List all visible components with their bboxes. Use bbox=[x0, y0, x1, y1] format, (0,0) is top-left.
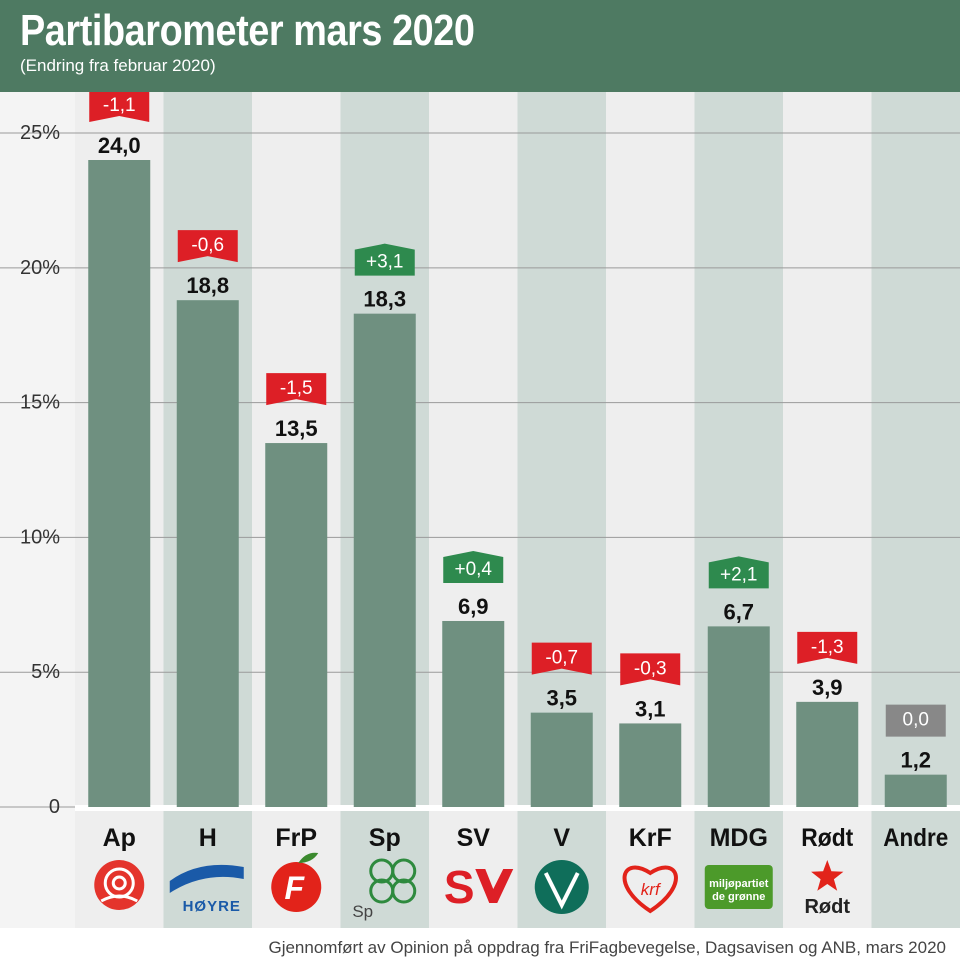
rodt-star-text: Rødt bbox=[804, 896, 850, 918]
bar bbox=[88, 160, 151, 807]
clover-logo-leaf bbox=[391, 878, 417, 904]
krf-heart-text: krf bbox=[641, 880, 662, 899]
change-badge bbox=[531, 642, 592, 675]
bar bbox=[530, 712, 593, 807]
change-badge bbox=[89, 92, 150, 122]
change-label: 0,0 bbox=[903, 710, 929, 731]
y-tick-label: 15% bbox=[20, 392, 60, 414]
value-label: 3,5 bbox=[546, 686, 577, 711]
venstre-logo-v bbox=[543, 872, 580, 910]
sv-logo-s: S bbox=[444, 861, 475, 913]
rodt-star-shape bbox=[811, 860, 844, 891]
value-label: 1,2 bbox=[900, 748, 931, 773]
rodt-star-logo-icon: Rødt bbox=[804, 860, 850, 918]
category-label: Ap bbox=[103, 824, 136, 852]
bar bbox=[265, 443, 328, 807]
change-badge bbox=[797, 631, 858, 664]
value-label: 13,5 bbox=[275, 416, 318, 441]
y-tick-label: 0 bbox=[49, 796, 60, 818]
category-label: FrP bbox=[275, 824, 317, 852]
category-label: Sp bbox=[369, 824, 401, 852]
krf-heart-shape bbox=[622, 865, 678, 914]
clover-logo-icon: Sp bbox=[352, 858, 417, 921]
value-label: 3,1 bbox=[635, 696, 666, 721]
apple-logo-leaf bbox=[298, 852, 319, 863]
hoyre-logo-text: HØYRE bbox=[183, 898, 241, 915]
y-tick-label: 5% bbox=[31, 661, 60, 683]
sv-logo-v bbox=[475, 869, 514, 903]
krf-heart-logo-icon: krf bbox=[622, 865, 678, 914]
change-badge bbox=[708, 556, 769, 589]
bar bbox=[353, 313, 416, 807]
bar bbox=[884, 774, 947, 807]
value-label: 18,3 bbox=[363, 287, 406, 312]
change-badge bbox=[354, 243, 415, 276]
mdg-logo-text-line: miljøpartiet bbox=[709, 878, 769, 890]
value-label: 24,0 bbox=[98, 133, 141, 158]
change-label: -1,5 bbox=[280, 378, 313, 399]
bar bbox=[176, 300, 239, 807]
change-label: +0,4 bbox=[454, 559, 492, 580]
header: Partibarometer mars 2020 (Endring fra fe… bbox=[0, 0, 960, 92]
change-label: +3,1 bbox=[366, 252, 404, 273]
page-title: Partibarometer mars 2020 bbox=[20, 6, 475, 55]
category-label: SV bbox=[457, 824, 491, 852]
value-label: 3,9 bbox=[812, 675, 843, 700]
apple-logo-body bbox=[271, 862, 322, 912]
mdg-logo-box bbox=[704, 865, 773, 909]
change-badge bbox=[266, 373, 327, 406]
rose-logo-petal bbox=[111, 875, 127, 891]
bar bbox=[619, 723, 682, 807]
y-tick-label: 25% bbox=[20, 122, 60, 144]
clover-logo-leaf bbox=[391, 858, 417, 884]
rose-logo-leaf bbox=[100, 894, 138, 903]
hoyre-logo-icon: HØYRE bbox=[169, 864, 244, 915]
value-label: 6,7 bbox=[723, 599, 754, 624]
bar bbox=[442, 620, 505, 807]
value-label: 6,9 bbox=[458, 594, 489, 619]
category-label: KrF bbox=[629, 824, 672, 852]
value-label: 18,8 bbox=[186, 273, 229, 298]
clover-logo-text: Sp bbox=[352, 902, 373, 921]
apple-logo-text: F bbox=[284, 870, 305, 906]
venstre-logo-icon bbox=[534, 860, 589, 914]
change-badge bbox=[885, 704, 946, 737]
venstre-logo-circle bbox=[534, 860, 589, 914]
sv-logo-icon: S bbox=[444, 861, 514, 913]
y-tick-label: 10% bbox=[20, 526, 60, 548]
category-label: H bbox=[199, 824, 217, 852]
change-label: +2,1 bbox=[720, 564, 758, 585]
bar bbox=[796, 701, 859, 807]
change-badge bbox=[620, 653, 681, 686]
bar bbox=[707, 626, 770, 807]
change-label: -1,1 bbox=[103, 95, 136, 116]
change-label: -1,3 bbox=[811, 637, 844, 658]
bar-chart: 0 5% 10% 15% 20% 25% 24,0 -1,1 Ap 18,8 -0,6 H 13,5 -1… bbox=[0, 92, 960, 928]
mdg-logo-text-line: de grønne bbox=[712, 891, 765, 903]
change-badge bbox=[443, 550, 504, 583]
change-label: -0,3 bbox=[634, 658, 667, 679]
apple-logo-icon: F bbox=[271, 852, 322, 912]
source-note: Gjennomført av Opinion på oppdrag fra Fr… bbox=[268, 938, 946, 957]
hoyre-logo-wave bbox=[169, 864, 244, 893]
y-tick-label: 20% bbox=[20, 257, 60, 279]
change-badge bbox=[177, 230, 238, 263]
change-label: -0,6 bbox=[191, 235, 224, 256]
category-label: Andre bbox=[883, 824, 948, 852]
category-label: V bbox=[553, 824, 570, 852]
page-subtitle: (Endring fra februar 2020) bbox=[20, 56, 216, 75]
category-label: MDG bbox=[710, 824, 768, 852]
rose-logo-icon bbox=[94, 860, 145, 910]
change-label: -0,7 bbox=[545, 648, 578, 669]
axis-background bbox=[0, 92, 75, 928]
category-label: Rødt bbox=[801, 824, 854, 852]
